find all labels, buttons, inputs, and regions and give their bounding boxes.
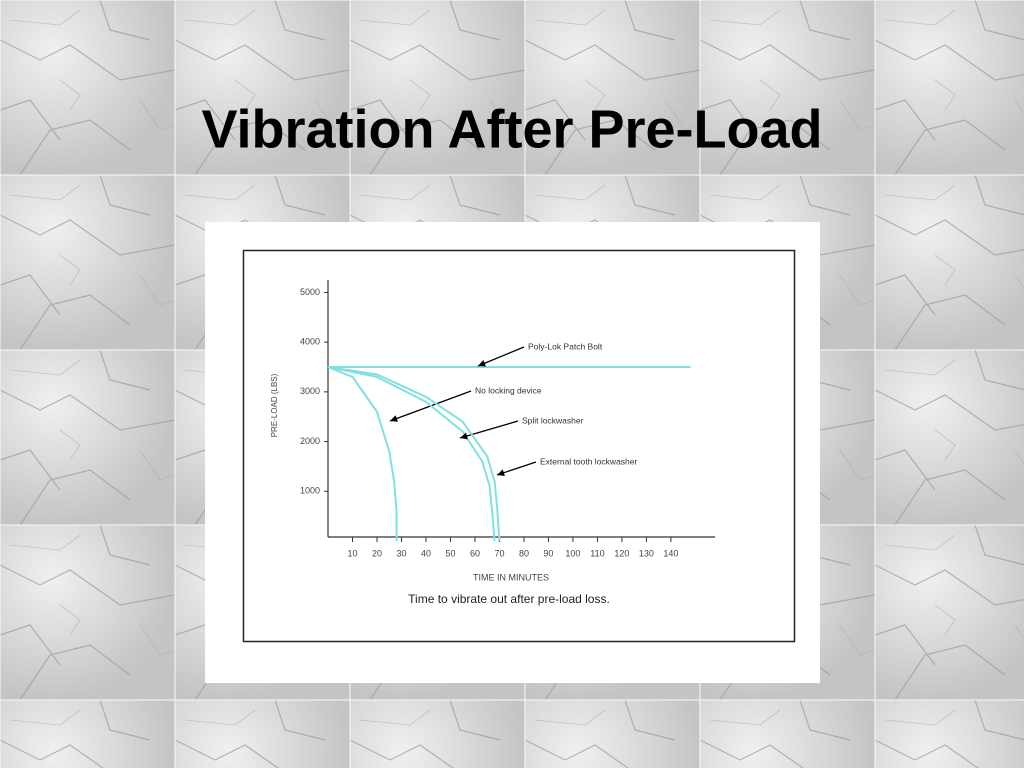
x-tick-label: 80	[519, 548, 529, 558]
series-label: Poly-Lok Patch Bolt	[528, 341, 603, 351]
y-tick-label: 4000	[300, 337, 320, 347]
x-tick-label: 120	[614, 548, 629, 558]
x-tick-label: 40	[421, 548, 431, 558]
y-tick-label: 1000	[300, 486, 320, 496]
x-axis-label: TIME IN MINUTES	[473, 572, 549, 582]
x-tick-label: 130	[639, 548, 654, 558]
x-tick-label: 90	[543, 548, 553, 558]
arrow-head	[497, 469, 505, 477]
y-tick-label: 2000	[300, 436, 320, 446]
x-tick-label: 140	[663, 548, 678, 558]
arrow-head	[460, 432, 468, 440]
series-label: Split lockwasher	[522, 415, 584, 425]
y-axis-label: PRE-LOAD (LBS)	[270, 373, 279, 437]
x-tick-label: 110	[590, 548, 604, 558]
y-tick-label: 3000	[300, 386, 320, 396]
chart: 1000 2000 3000 4000 5000 10 20 30 40 50 60 70 80 90 10…	[270, 280, 715, 606]
chart-frame	[242, 249, 796, 643]
series-line	[327, 366, 501, 542]
x-tick-label: 50	[445, 548, 455, 558]
x-tick-label: 70	[494, 548, 504, 558]
arrow-head	[390, 415, 398, 422]
x-tick-label: 60	[470, 548, 480, 558]
series-label: External tooth lockwasher	[540, 456, 637, 466]
annotation-arrow	[459, 420, 519, 439]
series-line	[327, 366, 496, 542]
chart-panel	[205, 222, 820, 683]
y-tick-label: 5000	[300, 287, 320, 297]
x-tick-label: 10	[347, 548, 357, 558]
slide-title: Vibration After Pre-Load	[201, 99, 822, 159]
arrow-head	[478, 360, 486, 367]
x-tick-label: 30	[396, 548, 406, 558]
caption: Time to vibrate out after pre-load loss.	[408, 592, 610, 606]
x-tick-label: 100	[565, 548, 580, 558]
annotation-arrow	[477, 346, 525, 367]
series-line	[327, 366, 398, 541]
series-label: No locking device	[475, 385, 542, 395]
x-tick-label: 20	[372, 548, 382, 558]
